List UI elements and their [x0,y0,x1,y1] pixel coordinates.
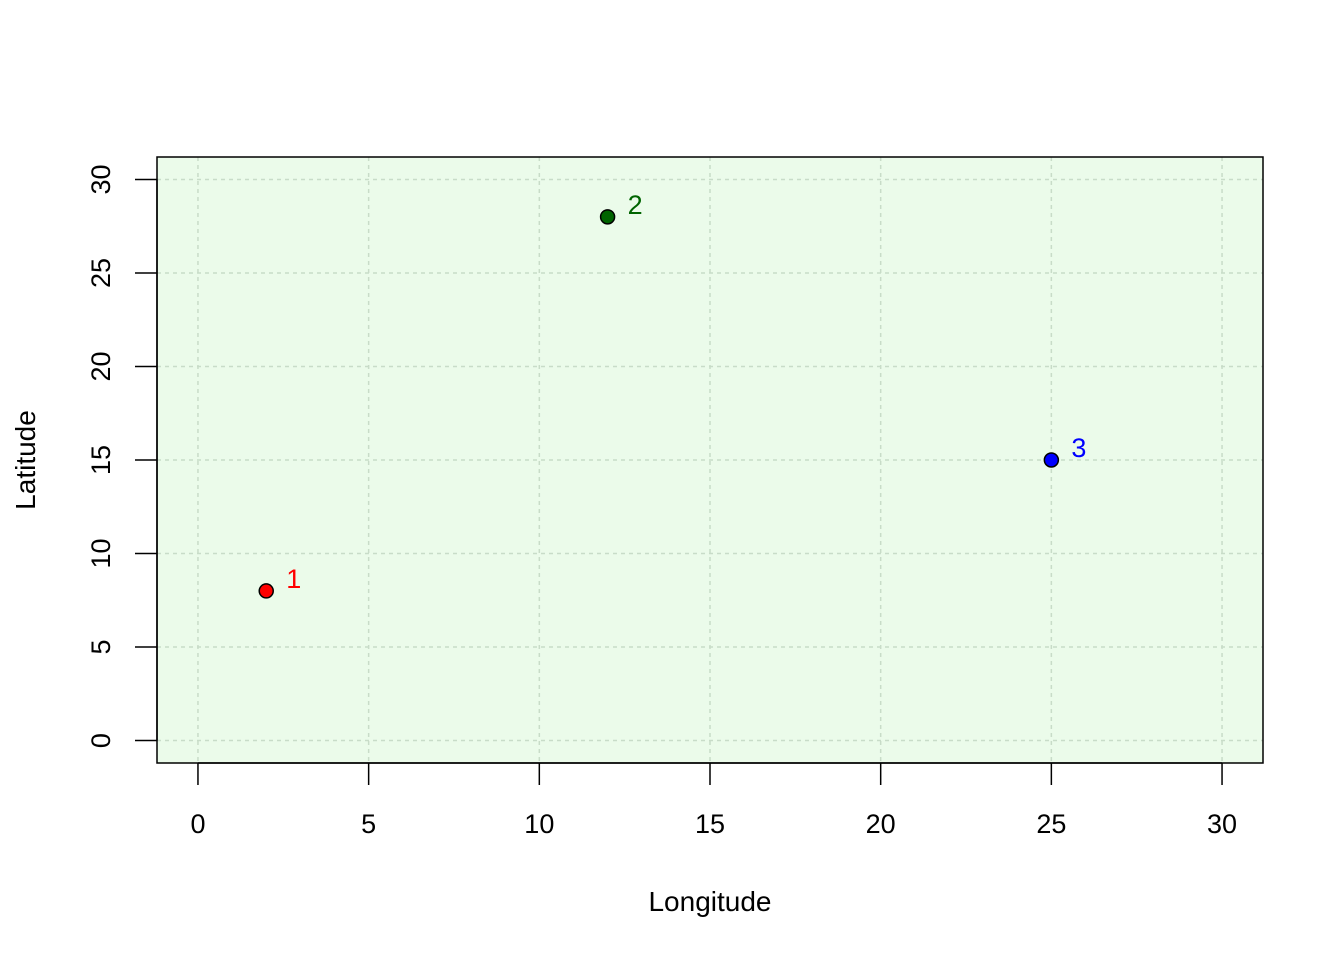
x-tick-label-15: 15 [695,809,725,839]
y-axis-title: Latitude [10,410,41,510]
x-tick-label-20: 20 [866,809,896,839]
point-label-1: 1 [286,564,301,594]
y-tick-label-5: 5 [86,640,116,655]
point-2 [599,209,616,225]
grid-lines [157,157,1263,763]
y-axis: 0 5 10 15 20 25 30 [86,164,158,748]
y-tick-label-20: 20 [86,351,116,381]
y-tick-label-25: 25 [86,258,116,288]
y-tick-label-30: 30 [86,164,116,194]
x-tick-label-10: 10 [524,809,554,839]
point-1 [258,583,274,599]
x-tick-label-30: 30 [1207,809,1237,839]
x-tick-label-0: 0 [190,809,205,839]
y-tick-label-15: 15 [86,445,116,475]
x-axis: 0 5 10 15 20 25 30 [190,762,1237,839]
point-label-2: 2 [628,190,643,220]
plot-border [156,156,1264,764]
x-axis-title: Longitude [648,886,771,917]
x-tick-label-5: 5 [361,809,376,839]
point-label-3: 3 [1071,433,1086,463]
x-tick-label-25: 25 [1036,809,1066,839]
data-points: 1 2 3 [258,190,1086,599]
point-3 [1043,452,1060,468]
y-tick-label-10: 10 [86,538,116,568]
y-tick-label-0: 0 [86,733,116,748]
